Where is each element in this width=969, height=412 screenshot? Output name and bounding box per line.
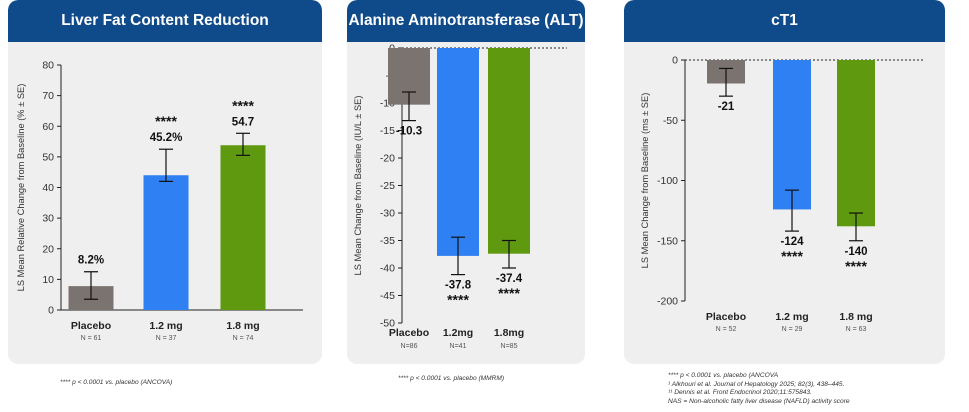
y-axis-label: LS Mean Relative Change from Baseline (%… <box>16 84 26 292</box>
category-label: 1.2mg <box>443 327 473 339</box>
liver-fat-title: Liver Fat Content Reduction <box>8 0 322 42</box>
sample-size-label: N=85 <box>501 343 518 350</box>
bar-1.2mg <box>437 48 479 256</box>
y-tick-label: -50 <box>663 115 678 127</box>
y-tick-label: 60 <box>42 121 54 133</box>
value-label: -140 <box>844 246 867 258</box>
ct1-title: cT1 <box>624 0 945 42</box>
category-label: 1.2 mg <box>149 320 182 332</box>
y-axis-label: LS Mean Change from Baseline (IU/L ± SE) <box>353 96 363 276</box>
ct1-footnote-significance: **** p < 0.0001 vs. placebo (ANCOVA <box>668 372 779 379</box>
significance-label: **** <box>232 97 254 113</box>
y-tick-label: -20 <box>380 153 395 165</box>
y-tick-label: -200 <box>657 296 678 308</box>
bar-1.8-mg <box>220 145 266 310</box>
liver-fat-footnote: **** p < 0.0001 vs. placebo (ANCOVA) <box>60 379 173 386</box>
y-tick-label: 50 <box>42 151 54 163</box>
category-label: Placebo <box>71 320 111 332</box>
significance-label: **** <box>155 113 177 129</box>
y-tick-label: 40 <box>42 182 54 194</box>
y-axis-label: LS Mean Change from Baseline (ms ± SE) <box>640 93 650 269</box>
sample-size-label: N = 63 <box>846 326 867 333</box>
y-tick-label: -150 <box>657 235 678 247</box>
significance-label: **** <box>447 292 469 308</box>
significance-label: **** <box>845 258 867 274</box>
ct1-footnotes: **** p < 0.0001 vs. placebo (ANCOVA ¹ Al… <box>668 372 850 406</box>
value-label: -124 <box>780 236 804 248</box>
value-label: 45.2% <box>150 132 183 144</box>
sample-size-label: N = 29 <box>782 326 803 333</box>
y-tick-label: -35 <box>380 235 395 247</box>
sample-size-label: N=86 <box>401 343 418 350</box>
value-label: -10.3 <box>396 126 422 138</box>
bar-1.8mg <box>488 48 530 254</box>
ct1-footnote-reference-2: ¹¹ Dennis et al. Front Endocrinol 2020;1… <box>668 389 812 397</box>
y-tick-label: -15 <box>380 125 395 137</box>
alt-title: Alanine Aminotransferase (ALT) <box>347 0 585 42</box>
ct1-panel: cT1 0 -50 -100 -150 -200 LS Mean Change from … <box>624 0 945 364</box>
ct1-footnote-abbreviation: NAS = Non-alcoholic fatty liver disease … <box>668 397 850 405</box>
y-tick-label: -45 <box>380 290 395 302</box>
sample-size-label: N = 61 <box>81 335 102 342</box>
category-label: 1.8 mg <box>839 311 872 323</box>
value-label: 54.7 <box>232 116 254 128</box>
ct1-chart: 0 -50 -100 -150 -200 LS Mean Change from Base… <box>640 55 924 333</box>
y-tick-label: -50 <box>380 318 395 330</box>
y-tick-label: 20 <box>42 243 54 255</box>
sample-size-label: N = 52 <box>716 326 737 333</box>
y-tick-label: 70 <box>42 90 54 102</box>
alt-panel: Alanine Aminotransferase (ALT) 0-5-10-15… <box>347 0 585 364</box>
y-tick-label: 30 <box>42 213 54 225</box>
bar-1.8-mg <box>837 60 875 227</box>
sample-size-label: N = 74 <box>233 335 254 342</box>
y-tick-label: 80 <box>42 60 54 72</box>
y-tick-label: -30 <box>380 208 395 220</box>
category-label: Placebo <box>389 327 429 339</box>
category-label: Placebo <box>706 311 746 323</box>
value-label: 8.2% <box>78 255 104 267</box>
value-label: -37.4 <box>496 273 523 285</box>
bar-1.2-mg <box>143 175 189 310</box>
category-label: 1.2 mg <box>775 311 808 323</box>
ct1-footnote-reference-1: ¹ Alkhouri et al. Journal of Hepatology … <box>668 380 845 388</box>
alt-footnote: **** p < 0.0001 vs. placebo (MMRM) <box>398 375 505 382</box>
value-label: -21 <box>718 101 735 113</box>
bar-1.2-mg <box>773 60 811 210</box>
significance-label: **** <box>781 248 803 264</box>
y-tick-label: -25 <box>380 180 395 192</box>
significance-label: **** <box>498 285 520 301</box>
y-tick-label: 0 <box>48 305 54 317</box>
value-label: -37.8 <box>445 280 472 292</box>
liver-fat-chart: 0 10 20 30 40 50 60 70 80 LS Mean Relative Change… <box>16 60 303 342</box>
sample-size-label: N=41 <box>450 343 467 350</box>
y-tick-label: 0 <box>672 55 678 67</box>
y-tick-label: -100 <box>657 175 678 187</box>
category-label: 1.8 mg <box>226 320 259 332</box>
category-label: 1.8mg <box>494 327 524 339</box>
liver-fat-panel: Liver Fat Content Reduction 0 10 20 30 40 50 6… <box>8 0 322 364</box>
y-tick-label: -40 <box>380 263 395 275</box>
sample-size-label: N = 37 <box>156 335 177 342</box>
y-tick-label: 10 <box>42 274 54 286</box>
